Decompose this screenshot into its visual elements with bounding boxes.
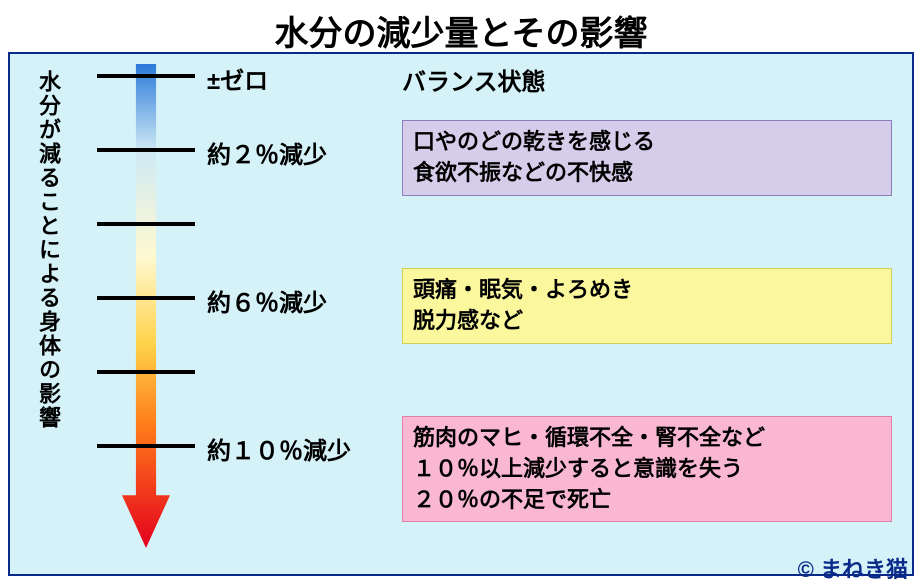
gradient-arrow <box>122 64 170 548</box>
tick-label: 約１０％減少 <box>207 431 351 466</box>
tick-label: 約６％減少 <box>207 283 327 318</box>
vertical-axis-label: 水分が減ることによる身体の影響 <box>32 70 64 430</box>
tick-label: 約２％減少 <box>207 135 327 170</box>
credit-text: © まねき猫 <box>798 552 908 584</box>
tick-mark <box>97 370 195 374</box>
tick-mark <box>97 74 195 78</box>
page-title: 水分の減少量とその影響 <box>0 0 922 59</box>
effect-box: 筋肉のマヒ・循環不全・腎不全など１０％以上減少すると意識を失う２０％の不足で死亡 <box>402 416 892 522</box>
tick-mark <box>97 148 195 152</box>
tick-mark <box>97 444 195 448</box>
tick-mark <box>97 296 195 300</box>
tick-mark <box>97 222 195 226</box>
diagram-panel: 水分が減ることによる身体の影響 ±ゼロ約２％減少約６％減少約１０％減少 バランス… <box>8 52 914 576</box>
effect-box: 頭痛・眠気・よろめき脱力感など <box>402 268 892 344</box>
tick-label: ±ゼロ <box>207 61 268 96</box>
effect-box: 口やのどの乾きを感じる食欲不振などの不快感 <box>402 120 892 196</box>
zero-state-label: バランス状態 <box>402 62 546 97</box>
